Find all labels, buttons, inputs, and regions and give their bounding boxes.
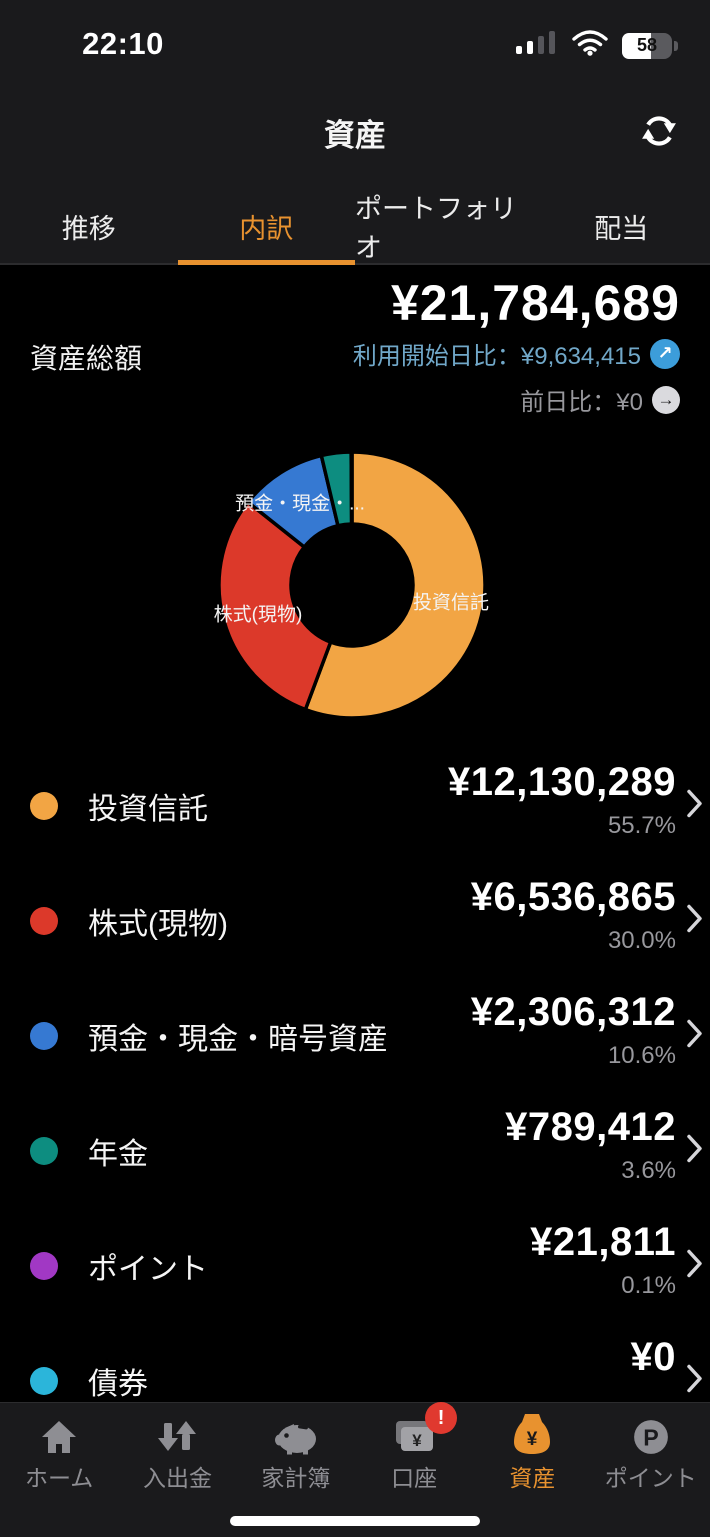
chevron-right-icon	[686, 1018, 704, 1053]
asset-breakdown-donut-chart: 預金・現金・... 株式(現物) 投資信託	[152, 420, 552, 750]
refresh-icon	[638, 116, 680, 157]
cellular-signal-icon	[514, 29, 558, 62]
total-assets-label: 資産総額	[30, 343, 143, 374]
category-label: 年金	[88, 1137, 148, 1171]
category-color-dot	[30, 791, 58, 820]
page-title: 資産	[324, 118, 386, 153]
clock: 22:10	[82, 26, 164, 61]
category-amount: ¥12,130,289	[448, 760, 676, 804]
category-color-dot	[30, 1136, 58, 1165]
nav-item-assets[interactable]: ¥ 資産	[473, 1408, 591, 1537]
up-right-arrow-icon: ↗	[650, 338, 680, 369]
tab-transition[interactable]: 推移	[61, 213, 116, 244]
accounts-card-icon: ¥ !	[391, 1402, 458, 1456]
alert-badge: !	[425, 1402, 458, 1434]
donut-segment-label: 株式(現物)	[213, 604, 303, 626]
donut-segment	[349, 450, 354, 526]
nav-item-points[interactable]: P ポイント	[592, 1408, 710, 1537]
donut-segment	[303, 450, 487, 720]
chevron-right-icon	[686, 1248, 704, 1283]
nav-item-accounts[interactable]: ¥ ! 口座	[355, 1402, 473, 1537]
app-header: 資産	[0, 70, 710, 175]
asset-category-list: 投資信託 ¥12,130,289 55.7% 株式(現物) ¥6,536,865…	[0, 748, 710, 1438]
piggy-bank-icon	[273, 1408, 319, 1456]
total-assets-summary: 資産総額 ¥21,784,689 利用開始日比：¥9,634,415 ↗ 前日比…	[0, 263, 710, 423]
asset-row-pension[interactable]: 年金 ¥789,412 3.6%	[0, 1093, 710, 1208]
asset-row-investment-trust[interactable]: 投資信託 ¥12,130,289 55.7%	[0, 748, 710, 863]
day-change-text: 前日比：¥0	[520, 389, 643, 416]
category-color-dot	[30, 1251, 58, 1280]
category-amount: ¥0	[630, 1335, 676, 1379]
nav-label: 資産	[509, 1465, 556, 1491]
home-indicator[interactable]	[230, 1516, 480, 1526]
category-amount: ¥21,811	[530, 1220, 676, 1264]
category-percent: 10.6%	[607, 1042, 676, 1069]
category-label: 投資信託	[88, 792, 208, 826]
refresh-button[interactable]	[638, 108, 680, 154]
transfer-arrows-icon	[155, 1408, 199, 1456]
category-color-dot	[30, 1366, 58, 1395]
nav-item-deposits-withdrawals[interactable]: 入出金	[118, 1408, 236, 1537]
chevron-right-icon	[686, 1363, 704, 1398]
svg-text:¥: ¥	[412, 1431, 422, 1450]
bottom-nav: ホーム 入出金	[0, 1402, 710, 1537]
category-percent: 0.1%	[621, 1272, 676, 1299]
chevron-right-icon	[686, 1133, 704, 1168]
category-color-dot	[30, 1021, 58, 1050]
point-icon: P	[632, 1408, 670, 1456]
day-change-row[interactable]: 前日比：¥0 →	[520, 382, 680, 417]
tab-breakdown[interactable]: 内訳	[177, 175, 356, 265]
chevron-right-icon	[686, 903, 704, 938]
nav-label: ポイント	[604, 1465, 697, 1491]
category-amount: ¥2,306,312	[470, 990, 676, 1034]
category-label: ポイント	[88, 1252, 208, 1286]
tab-bar: 推移 内訳 ポートフォリオ 配当	[0, 175, 710, 265]
total-assets-value: ¥21,784,689	[390, 275, 680, 331]
since-start-change-text: 利用開始日比：¥9,634,415	[352, 343, 641, 370]
donut-segment-label: 投資信託	[412, 592, 490, 614]
category-percent: 30.0%	[607, 927, 676, 954]
category-percent: 55.7%	[607, 812, 676, 839]
home-icon	[38, 1408, 80, 1456]
donut-chart-svg	[217, 450, 487, 720]
tab-portfolio[interactable]: ポートフォリオ	[355, 194, 517, 263]
nav-label: ホーム	[25, 1465, 94, 1491]
nav-label: 入出金	[142, 1465, 212, 1491]
wifi-icon	[571, 29, 609, 62]
battery-percentage: 58	[636, 35, 658, 55]
category-label: 債券	[88, 1367, 148, 1401]
status-icons: 58	[514, 29, 678, 62]
status-bar: 22:10 58	[0, 0, 710, 70]
money-bag-icon: ¥	[512, 1408, 552, 1456]
right-arrow-icon: →	[652, 385, 680, 414]
svg-text:P: P	[643, 1424, 659, 1450]
nav-label: 口座	[391, 1465, 438, 1491]
battery-fill	[622, 32, 651, 59]
chevron-right-icon	[686, 788, 704, 823]
svg-text:¥: ¥	[527, 1429, 538, 1450]
donut-segment	[217, 499, 333, 712]
nav-label: 家計簿	[261, 1465, 331, 1491]
tab-dividend[interactable]: 配当	[594, 213, 649, 244]
category-percent: 3.6%	[621, 1157, 676, 1184]
since-start-change-row[interactable]: 利用開始日比：¥9,634,415 ↗	[353, 336, 680, 371]
category-amount: ¥789,412	[505, 1105, 676, 1149]
asset-row-stocks[interactable]: 株式(現物) ¥6,536,865 30.0%	[0, 863, 710, 978]
asset-row-points[interactable]: ポイント ¥21,811 0.1%	[0, 1208, 710, 1323]
category-color-dot	[30, 906, 58, 935]
battery-icon: 58	[622, 32, 678, 59]
asset-row-bonds[interactable]: 債券 ¥0	[0, 1323, 710, 1438]
donut-segment-label: 預金・現金・...	[235, 493, 365, 515]
nav-item-household-budget[interactable]: 家計簿	[237, 1408, 355, 1537]
asset-row-deposits[interactable]: 預金・現金・暗号資産 ¥2,306,312 10.6%	[0, 978, 710, 1093]
category-label: 預金・現金・暗号資産	[88, 1022, 388, 1056]
nav-item-home[interactable]: ホーム	[0, 1408, 118, 1537]
category-label: 株式(現物)	[88, 907, 228, 941]
category-amount: ¥6,536,865	[470, 875, 676, 919]
